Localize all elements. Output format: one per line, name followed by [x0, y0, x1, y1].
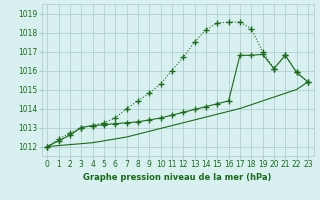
- X-axis label: Graphe pression niveau de la mer (hPa): Graphe pression niveau de la mer (hPa): [84, 173, 272, 182]
